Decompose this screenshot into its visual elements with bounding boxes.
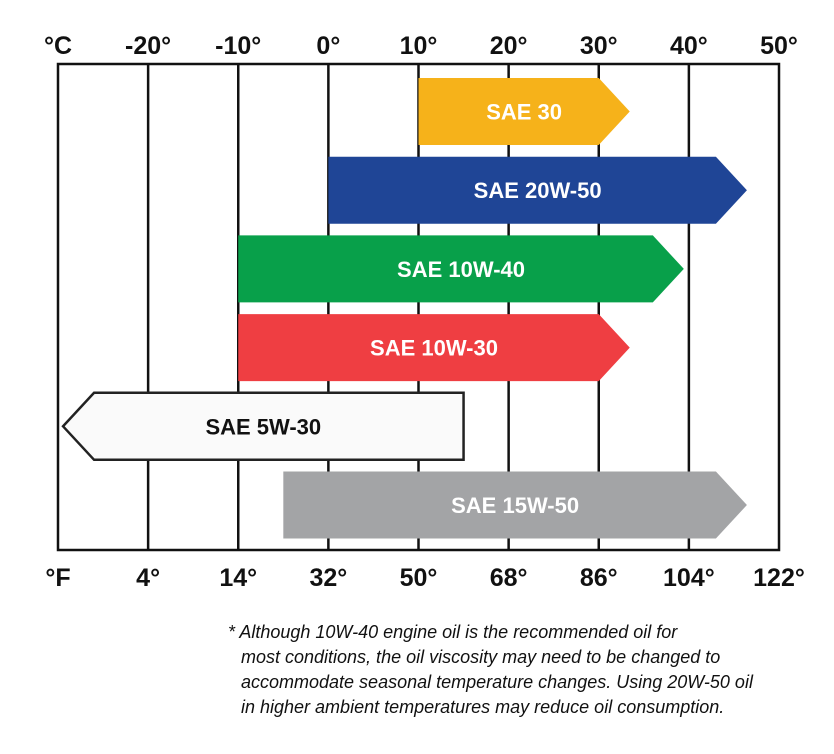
celsius-tick-label: 40°	[670, 32, 708, 60]
fahrenheit-tick-label: 68°	[490, 564, 528, 592]
viscosity-footnote: * Although 10W-40 engine oil is the reco…	[228, 620, 788, 720]
viscosity-range-bar	[418, 78, 630, 145]
celsius-tick-label: 30°	[580, 32, 618, 60]
celsius-tick-label: 0°	[316, 32, 340, 60]
viscosity-range-bar	[238, 235, 684, 303]
viscosity-range-bar	[61, 391, 465, 462]
fahrenheit-unit-label: °F	[45, 564, 70, 592]
fahrenheit-tick-label: 104°	[663, 564, 715, 592]
bar-label: SAE 10W-30	[370, 336, 498, 361]
celsius-tick-label: 10°	[400, 32, 438, 60]
bar-label: SAE 5W-30	[205, 414, 321, 439]
fahrenheit-tick-label: 14°	[219, 564, 257, 592]
footnote-line: in higher ambient temperatures may reduc…	[241, 697, 725, 717]
fahrenheit-tick-label: 32°	[309, 564, 347, 592]
viscosity-range-bar	[238, 314, 630, 382]
viscosity-range-bar	[283, 471, 747, 539]
celsius-tick-label: -10°	[215, 32, 261, 60]
fahrenheit-tick-label: 50°	[400, 564, 438, 592]
footnote-line: accommodate seasonal temperature changes…	[241, 672, 753, 692]
fahrenheit-tick-label: 4°	[136, 564, 160, 592]
celsius-tick-label: 20°	[490, 32, 528, 60]
bar-label: SAE 15W-50	[451, 493, 579, 518]
celsius-unit-label: °C	[44, 32, 72, 60]
fahrenheit-tick-label: 122°	[753, 564, 805, 592]
celsius-tick-label: -20°	[125, 32, 171, 60]
celsius-tick-label: 50°	[760, 32, 798, 60]
bar-label: SAE 10W-40	[397, 257, 525, 282]
fahrenheit-tick-label: 86°	[580, 564, 618, 592]
footnote-line: * Although 10W-40 engine oil is the reco…	[228, 622, 678, 642]
footnote-line: most conditions, the oil viscosity may n…	[241, 647, 721, 667]
viscosity-range-bar	[328, 156, 747, 224]
bar-label: SAE 30	[486, 100, 562, 125]
bar-label: SAE 20W-50	[474, 178, 602, 203]
